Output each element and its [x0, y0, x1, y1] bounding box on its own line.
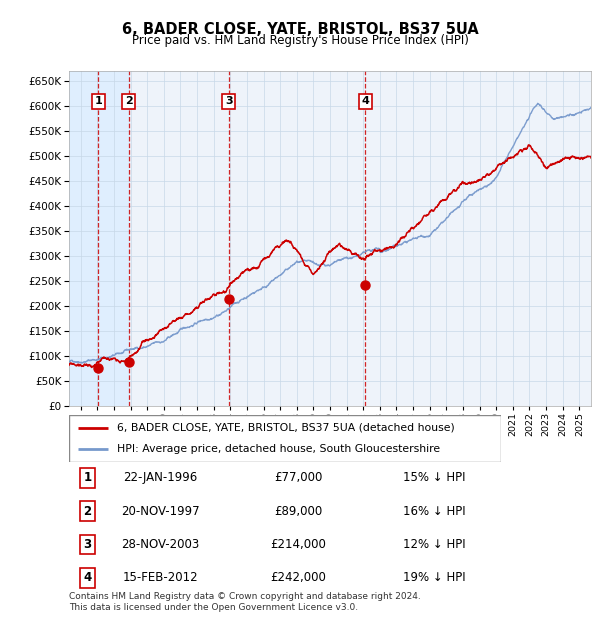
- Text: 6, BADER CLOSE, YATE, BRISTOL, BS37 5UA (detached house): 6, BADER CLOSE, YATE, BRISTOL, BS37 5UA …: [116, 423, 454, 433]
- Text: 15% ↓ HPI: 15% ↓ HPI: [403, 471, 466, 484]
- Text: Contains HM Land Registry data © Crown copyright and database right 2024.
This d: Contains HM Land Registry data © Crown c…: [69, 592, 421, 611]
- Text: 28-NOV-2003: 28-NOV-2003: [121, 538, 199, 551]
- Text: 4: 4: [361, 97, 369, 107]
- Text: 2: 2: [83, 505, 91, 518]
- Text: 3: 3: [83, 538, 91, 551]
- Bar: [69, 71, 128, 406]
- Text: Price paid vs. HM Land Registry's House Price Index (HPI): Price paid vs. HM Land Registry's House …: [131, 34, 469, 47]
- Text: HPI: Average price, detached house, South Gloucestershire: HPI: Average price, detached house, Sout…: [116, 445, 440, 454]
- Text: 2: 2: [125, 97, 133, 107]
- Text: 19% ↓ HPI: 19% ↓ HPI: [403, 572, 466, 585]
- Text: 1: 1: [83, 471, 91, 484]
- FancyBboxPatch shape: [69, 415, 501, 462]
- Text: 3: 3: [225, 97, 233, 107]
- Text: 22-JAN-1996: 22-JAN-1996: [123, 471, 197, 484]
- Text: 20-NOV-1997: 20-NOV-1997: [121, 505, 200, 518]
- Text: £214,000: £214,000: [271, 538, 326, 551]
- Text: 12% ↓ HPI: 12% ↓ HPI: [403, 538, 466, 551]
- Text: 6, BADER CLOSE, YATE, BRISTOL, BS37 5UA: 6, BADER CLOSE, YATE, BRISTOL, BS37 5UA: [122, 22, 478, 37]
- Text: 1: 1: [94, 97, 102, 107]
- Text: 16% ↓ HPI: 16% ↓ HPI: [403, 505, 466, 518]
- Text: £242,000: £242,000: [271, 572, 326, 585]
- Text: 4: 4: [83, 572, 91, 585]
- Text: 15-FEB-2012: 15-FEB-2012: [122, 572, 198, 585]
- Text: £89,000: £89,000: [275, 505, 323, 518]
- Text: £77,000: £77,000: [274, 471, 323, 484]
